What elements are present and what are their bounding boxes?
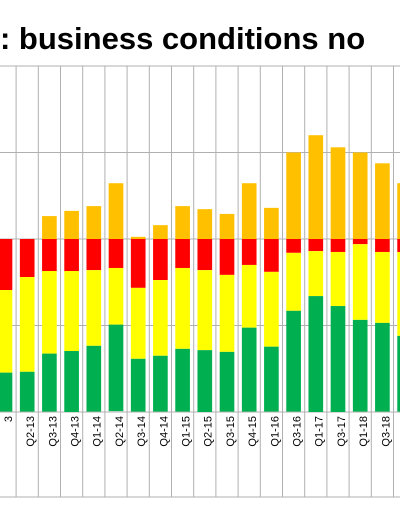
bar-segment: [241, 239, 257, 265]
bar-segment: [241, 264, 257, 328]
bar-segment: [86, 239, 102, 271]
bar-segment: [0, 290, 13, 373]
bar-segment: [330, 147, 346, 239]
bar-segment: [86, 345, 102, 412]
bar-segment: [197, 270, 213, 351]
bar-segment: [19, 371, 35, 412]
bar-segment: [197, 209, 213, 239]
bar-segment: [130, 287, 146, 359]
x-tick-label: Q4-13: [70, 416, 82, 447]
x-tick-label: Q3-18: [380, 416, 392, 447]
bar-segment: [175, 267, 190, 349]
bar-segment: [153, 239, 168, 281]
bar-segment: [42, 239, 57, 272]
x-tick-label: Q2-14: [114, 416, 126, 447]
bar-segment: [308, 135, 324, 239]
x-tick-label: Q1-14: [92, 416, 104, 447]
x-tick-label: Q3-15: [225, 416, 237, 447]
bar-segment: [175, 239, 190, 268]
bar-segment: [264, 346, 279, 412]
x-tick-label: 3: [3, 416, 15, 422]
bar-segment: [0, 372, 13, 412]
bar-segment: [175, 206, 190, 239]
bar-segment: [286, 239, 301, 253]
bar-segment: [175, 348, 190, 412]
bar-segment: [19, 277, 35, 372]
bar-segment: [375, 251, 390, 323]
x-tick-label: Q3-17: [336, 416, 348, 447]
bar-segment: [352, 239, 368, 245]
bar-segment: [286, 152, 301, 239]
bar-segment: [153, 355, 168, 412]
x-tick-label: Q1-18: [358, 416, 370, 447]
bar-segment: [308, 296, 324, 412]
bar-segment: [352, 244, 368, 320]
bar-segment: [108, 267, 124, 325]
x-tick-label: Q1-15: [181, 416, 193, 447]
bar-segment: [330, 306, 346, 412]
bar-segment: [286, 252, 301, 311]
bar-segment: [130, 358, 146, 412]
bar-segment: [86, 270, 102, 346]
bar-segment: [264, 239, 279, 272]
bar-segment: [130, 236, 146, 239]
x-tick-label: Q3-16: [292, 416, 304, 447]
bar-segment: [219, 239, 235, 275]
bar-segment: [375, 239, 390, 252]
x-tick-label: Q1-17: [314, 416, 326, 447]
bar-segment: [153, 280, 168, 356]
bar-segment: [219, 274, 235, 352]
bar-segment: [19, 239, 35, 278]
chart-title: : business conditions no: [0, 21, 365, 56]
bar-segment: [108, 239, 124, 268]
bar-segment: [219, 351, 235, 412]
x-tick-label: Q2-15: [203, 416, 215, 447]
bar-segment: [86, 206, 102, 239]
bar-segment: [352, 319, 368, 412]
bar-segment: [219, 213, 235, 239]
bar-segment: [108, 183, 124, 239]
bar-segment: [241, 327, 257, 412]
bar-segment: [397, 251, 400, 336]
bar-segment: [42, 353, 57, 412]
bar-segment: [264, 271, 279, 347]
x-tick-label: Q2-13: [25, 416, 37, 447]
bar-segment: [375, 163, 390, 239]
bar-segment: [64, 271, 79, 352]
bar-segment: [286, 310, 301, 412]
bar-segment: [397, 335, 400, 412]
bar-segment: [130, 239, 146, 288]
bar-segment: [153, 225, 168, 239]
bar-segment: [264, 207, 279, 239]
bar-segment: [397, 183, 400, 239]
x-tick-label: Q4-15: [247, 416, 259, 447]
bar-segment: [0, 239, 13, 291]
bar-segment: [197, 350, 213, 412]
x-tick-label: Q3-14: [136, 416, 148, 447]
bar-segment: [42, 216, 57, 239]
bar-segment: [308, 239, 324, 252]
bar-segment: [375, 322, 390, 412]
x-tick-label: Q3-13: [47, 416, 59, 447]
bar-segment: [308, 251, 324, 297]
bar-segment: [64, 239, 79, 272]
bar-segment: [330, 239, 346, 252]
bar-segment: [42, 271, 57, 354]
bar-segment: [64, 210, 79, 239]
bar-segment: [241, 183, 257, 239]
bar-segment: [108, 324, 124, 412]
x-tick-label: Q1-16: [269, 416, 281, 447]
bar-segment: [352, 152, 368, 239]
bar-segment: [197, 239, 213, 271]
bar-segment: [330, 251, 346, 307]
x-tick-label: Q4-14: [158, 416, 170, 447]
bar-segment: [397, 239, 400, 252]
bar-segment: [64, 351, 79, 412]
